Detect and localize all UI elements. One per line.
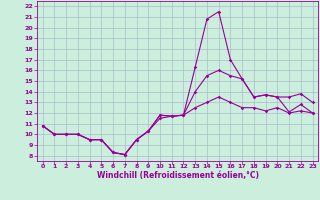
X-axis label: Windchill (Refroidissement éolien,°C): Windchill (Refroidissement éolien,°C)	[97, 171, 259, 180]
